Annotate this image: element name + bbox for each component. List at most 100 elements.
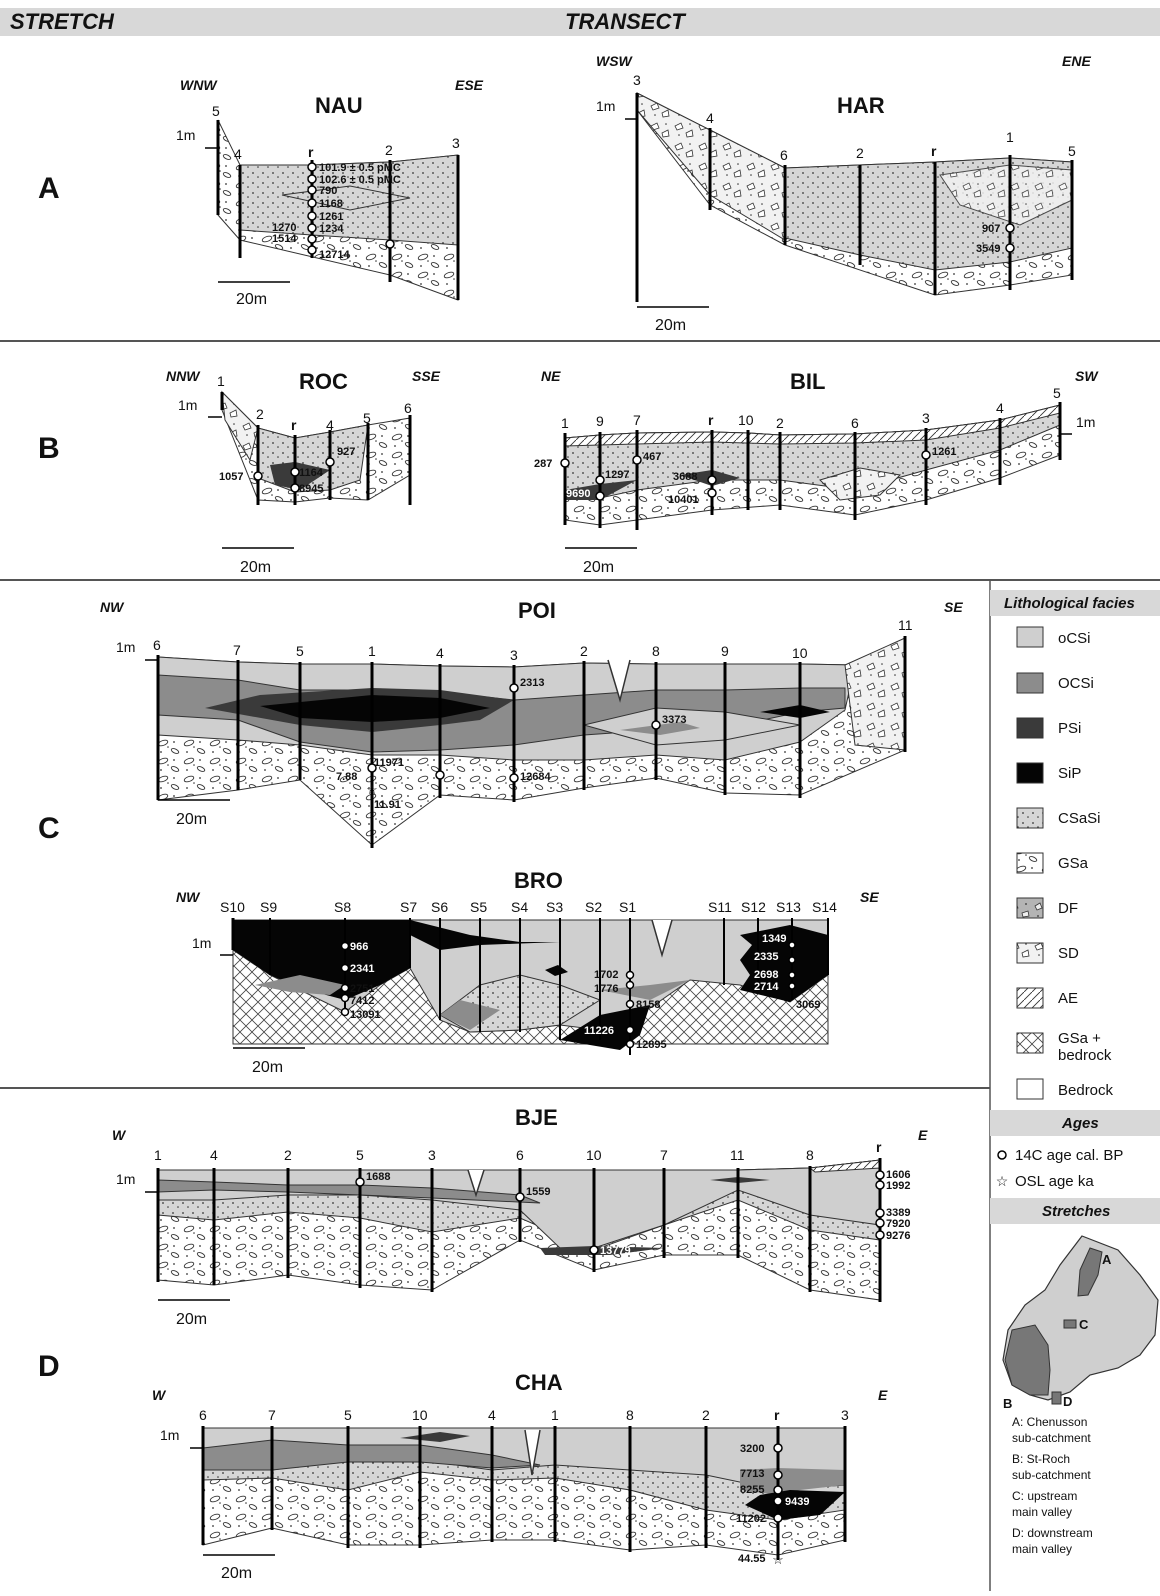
- har-age: 907: [982, 223, 1000, 235]
- nau-age: 1234: [319, 223, 344, 235]
- map-label: C: [1079, 1317, 1089, 1332]
- poi-bh: 4: [436, 645, 444, 661]
- cha-psi: [400, 1432, 470, 1442]
- poi-bh: 2: [580, 643, 588, 659]
- cha-bh: 8: [626, 1407, 634, 1423]
- roc-age: 927: [337, 446, 355, 458]
- bje-dir-left: W: [112, 1127, 127, 1143]
- bil-bh: 10: [738, 412, 754, 428]
- bil-age: 9690: [566, 488, 590, 500]
- legend-ages-header: [990, 1110, 1160, 1136]
- transect-cha: W E CHA 6 7 5 10 4 1 8 2 r 3 1m ☆ 3200 7…: [152, 1370, 888, 1582]
- legend-label: oCSi: [1058, 630, 1091, 647]
- roc-length-scale: 20m: [240, 559, 271, 576]
- legend-label: GSa +: [1058, 1030, 1101, 1047]
- cha-age: 44.55: [738, 1553, 766, 1565]
- bro-age: 2714: [754, 981, 779, 993]
- bro-sip-right: [740, 925, 828, 1002]
- cha-bh: 4: [488, 1407, 496, 1423]
- bil-length-scale: 20m: [583, 559, 614, 576]
- bro-bh: S6: [431, 899, 448, 915]
- swatch-sd: [1016, 942, 1044, 964]
- poi-sip: [260, 695, 490, 722]
- bil-dir-right: SW: [1075, 368, 1099, 384]
- bje-length-scale: 20m: [176, 1311, 207, 1328]
- bje-bh: 10: [586, 1147, 602, 1163]
- bro-bh: S10: [220, 899, 245, 915]
- poi-bh: 5: [296, 643, 304, 659]
- roc-bh: 5: [363, 410, 371, 426]
- bro-ocsi: [255, 975, 345, 995]
- poi-bh: 3: [510, 647, 518, 663]
- har-dir-left: WSW: [596, 53, 634, 69]
- cha-ocsi-dark: [202, 1439, 541, 1471]
- legend-label: Bedrock: [1058, 1082, 1114, 1099]
- bje-age: 7920: [886, 1218, 910, 1230]
- roc-age: 1164: [299, 467, 324, 479]
- roc-bh: r: [291, 417, 297, 433]
- bro-bh: S7: [400, 899, 417, 915]
- bro-age: 11226: [584, 1025, 614, 1037]
- legend-label: SD: [1058, 945, 1079, 962]
- nau-bh: 4: [234, 146, 242, 162]
- bje-bh: 5: [356, 1147, 364, 1163]
- har-dir-right: ENE: [1062, 53, 1091, 69]
- roc-age: 1057: [219, 471, 243, 483]
- swatch-ocsi: [1016, 626, 1044, 648]
- legend-label: SiP: [1058, 765, 1081, 782]
- nau-bh: r: [308, 144, 314, 160]
- swatch-ae: [1016, 987, 1044, 1009]
- poi-age: 11971: [374, 757, 404, 769]
- bje-bh: 7: [660, 1147, 668, 1163]
- bil-age: 1261: [932, 446, 956, 458]
- bro-bh: S3: [546, 899, 563, 915]
- bje-age: 1606: [886, 1169, 910, 1181]
- bro-age: 2335: [754, 951, 778, 963]
- poi-lens-2: [620, 722, 700, 735]
- row-label-c: C: [38, 812, 60, 845]
- poi-age: 3373: [662, 714, 686, 726]
- legend: Lithological facies oCSi OCSi PSi SiP CS…: [990, 590, 1160, 1556]
- bil-bh: r: [708, 412, 714, 428]
- bil-age: 10401: [668, 494, 699, 506]
- har-title: HAR: [837, 93, 885, 118]
- bro-bh: S9: [260, 899, 277, 915]
- nau-age: 1168: [319, 198, 343, 210]
- bil-bh: 2: [776, 415, 784, 431]
- bil-dir-left: NE: [541, 368, 561, 384]
- legend-facies-header: [990, 590, 1160, 616]
- poi-bh: 1: [368, 643, 376, 659]
- cha-length-scale: 20m: [221, 1565, 252, 1582]
- nau-title: NAU: [315, 93, 363, 118]
- bro-bh: S4: [511, 899, 528, 915]
- bje-age: 1688: [366, 1171, 390, 1183]
- bil-bh: 4: [996, 400, 1004, 416]
- bje-bh: 11: [730, 1147, 745, 1163]
- bil-bh: 6: [851, 415, 859, 431]
- har-bh: 4: [706, 110, 714, 126]
- bro-age: 966: [350, 941, 368, 953]
- stretch-a-area: [1077, 1247, 1103, 1297]
- poi-title: POI: [518, 598, 556, 623]
- poi-bh: 11: [898, 617, 913, 633]
- stretch-desc: A: Chenusson: [1012, 1415, 1087, 1429]
- nau-dir-right: ESE: [455, 77, 484, 93]
- row-label-d: D: [38, 1350, 60, 1383]
- row-label-a: A: [38, 172, 60, 205]
- header-transect: TRANSECT: [565, 9, 686, 34]
- header-stretch: STRETCH: [10, 9, 115, 34]
- bro-channel: [651, 919, 673, 958]
- transect-roc: NNW SSE ROC 1 2 r 4 5 6 1m 927 1057 1164…: [166, 368, 441, 576]
- cha-age: 8255: [740, 1484, 764, 1496]
- nau-age: 101.9 ± 0.5 pMC: [319, 162, 401, 174]
- har-length-scale: 20m: [655, 317, 686, 334]
- bil-age: 3688: [673, 471, 697, 483]
- har-sd: [636, 92, 801, 241]
- bje-bh: 3: [428, 1147, 436, 1163]
- cha-osl-star: ☆: [772, 1552, 784, 1567]
- bro-dir-left: NW: [176, 889, 201, 905]
- poi-bh: 9: [721, 643, 729, 659]
- cha-dir-left: W: [152, 1387, 167, 1403]
- cha-bh: 6: [199, 1407, 207, 1423]
